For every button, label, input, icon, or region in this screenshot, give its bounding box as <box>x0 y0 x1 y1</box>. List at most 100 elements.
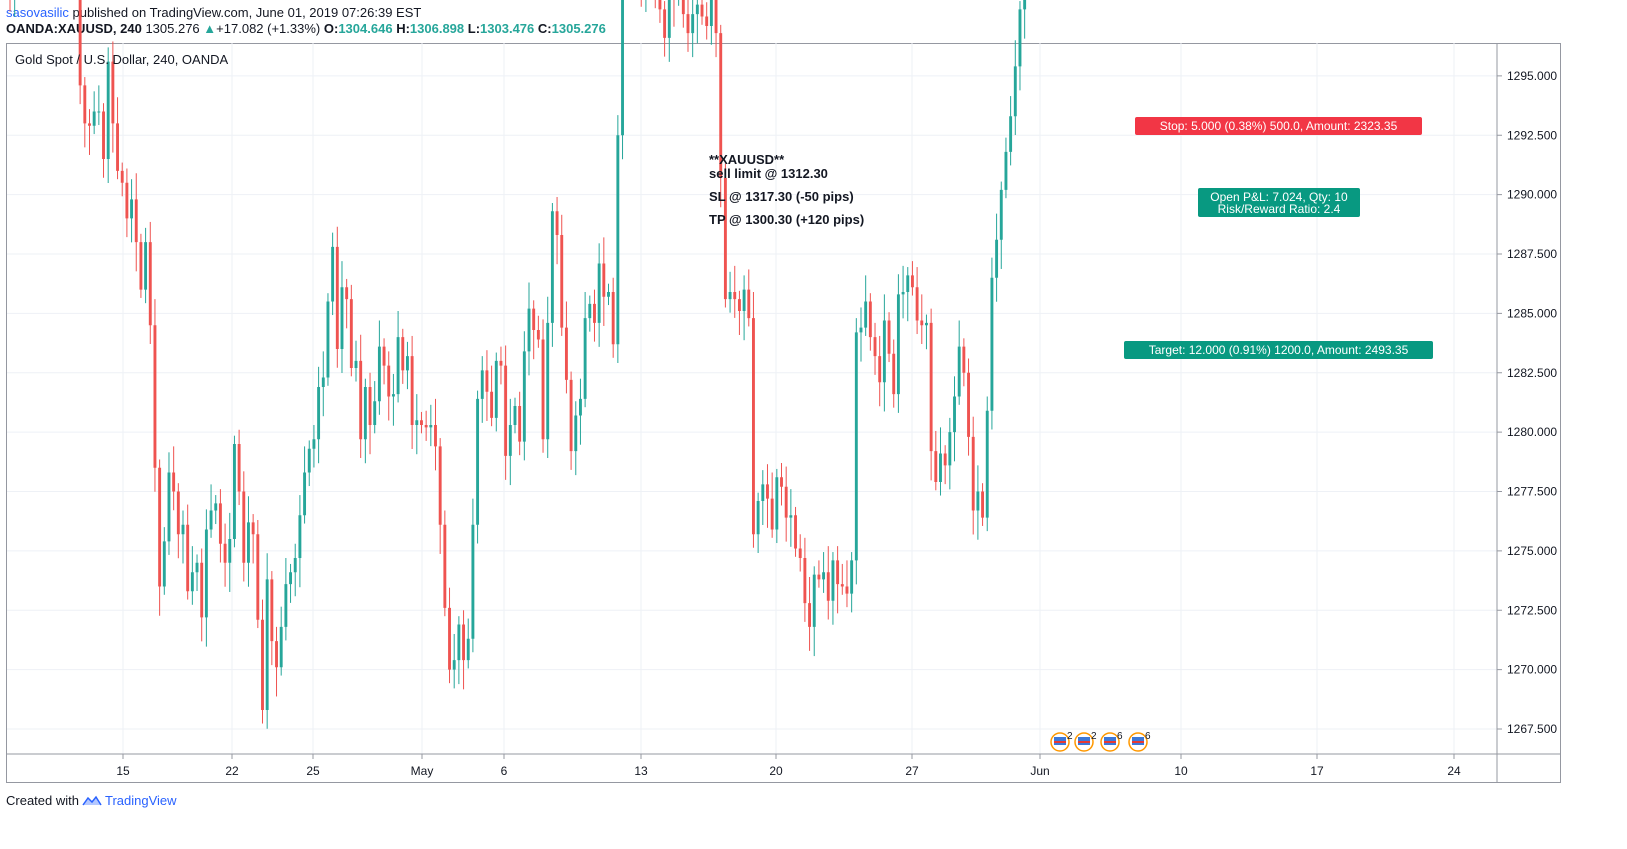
candle <box>728 271 732 313</box>
candle <box>892 339 896 408</box>
candle <box>298 495 302 588</box>
candle-body <box>218 503 222 544</box>
candle-body <box>153 325 157 468</box>
candle-body <box>134 199 138 243</box>
candle <box>415 394 419 455</box>
author-link[interactable]: sasovasilic <box>6 5 69 20</box>
tradingview-brand-link[interactable]: TradingView <box>104 793 177 808</box>
candle-body <box>391 394 395 397</box>
candle <box>859 307 863 362</box>
candle <box>303 446 307 524</box>
candle <box>391 373 395 426</box>
candle-body <box>780 477 783 487</box>
candle-body <box>616 135 620 345</box>
y-tick-label: 1295.000 <box>1507 69 1557 83</box>
candle <box>981 483 985 526</box>
candle-body <box>817 574 821 580</box>
candle <box>602 237 606 326</box>
pnl-label-text: Risk/Reward Ratio: 2.4 <box>1218 202 1341 216</box>
high-value: 1306.898 <box>409 21 465 36</box>
candle-body <box>836 560 840 585</box>
publish-header: sasovasilic published on TradingView.com… <box>6 4 421 22</box>
candle <box>289 563 292 603</box>
candle-body <box>190 572 194 592</box>
candle-body <box>737 299 741 311</box>
candle-body <box>756 501 760 535</box>
event-flag-icon: 6 <box>1128 731 1151 752</box>
candle <box>312 425 316 468</box>
candle <box>990 257 994 430</box>
candle-body <box>410 356 414 425</box>
x-tick-label: 10 <box>1174 764 1188 778</box>
candle-body <box>971 436 975 511</box>
candle <box>1018 1 1022 91</box>
candle <box>480 356 484 423</box>
candle-body <box>705 16 709 26</box>
candle-body <box>359 360 363 440</box>
candle-body <box>232 444 236 539</box>
candle <box>1004 137 1008 199</box>
candle <box>761 470 765 525</box>
candle <box>265 553 269 729</box>
candle <box>583 292 587 408</box>
candle <box>363 378 367 464</box>
candle <box>532 300 536 360</box>
candle-body <box>466 638 470 661</box>
candle <box>457 616 461 685</box>
candle <box>808 577 812 651</box>
candle-body <box>887 320 891 354</box>
candle <box>775 468 779 544</box>
candle-body <box>237 444 241 492</box>
candle <box>723 163 727 308</box>
candle-body <box>265 579 269 710</box>
candle <box>97 85 101 126</box>
event-count: 6 <box>1145 731 1151 742</box>
candle <box>845 560 849 608</box>
candle-body <box>569 379 573 452</box>
candle <box>737 290 741 335</box>
candle <box>9 0 11 12</box>
candle-body <box>831 560 835 601</box>
candle-body <box>714 0 718 34</box>
candle <box>195 554 199 592</box>
candle-body <box>284 584 288 627</box>
candle <box>645 0 647 12</box>
candle <box>326 293 330 386</box>
y-tick-label: 1282.500 <box>1507 366 1557 380</box>
candle <box>854 318 858 585</box>
candle-body <box>976 491 980 511</box>
candle-body <box>607 292 610 297</box>
event-count: 6 <box>1117 731 1123 742</box>
candle <box>910 261 914 296</box>
candle <box>349 284 353 377</box>
candle <box>971 416 975 535</box>
candle <box>621 0 624 160</box>
candle-body <box>906 275 910 292</box>
candle <box>83 77 87 148</box>
y-tick-label: 1287.500 <box>1507 247 1557 261</box>
candle <box>223 523 227 587</box>
candle <box>377 320 381 415</box>
candle <box>555 197 559 265</box>
candle <box>218 489 222 563</box>
candle <box>368 372 372 455</box>
candle <box>794 506 797 557</box>
candle <box>1023 0 1027 39</box>
candle <box>317 366 321 464</box>
candle-body <box>167 472 171 542</box>
candle <box>134 173 138 272</box>
y-tick-label: 1270.000 <box>1507 663 1557 677</box>
candle-body <box>88 123 91 126</box>
candle-body <box>536 330 540 340</box>
candle <box>939 427 942 496</box>
candle-body <box>789 515 793 518</box>
candle <box>508 398 512 486</box>
candle-body <box>321 377 325 387</box>
event-stripe <box>1054 741 1066 743</box>
candle-body <box>275 641 278 668</box>
candle <box>527 282 531 376</box>
candle-body <box>981 491 985 518</box>
candle <box>256 520 260 629</box>
y-tick-label: 1290.000 <box>1507 188 1557 202</box>
